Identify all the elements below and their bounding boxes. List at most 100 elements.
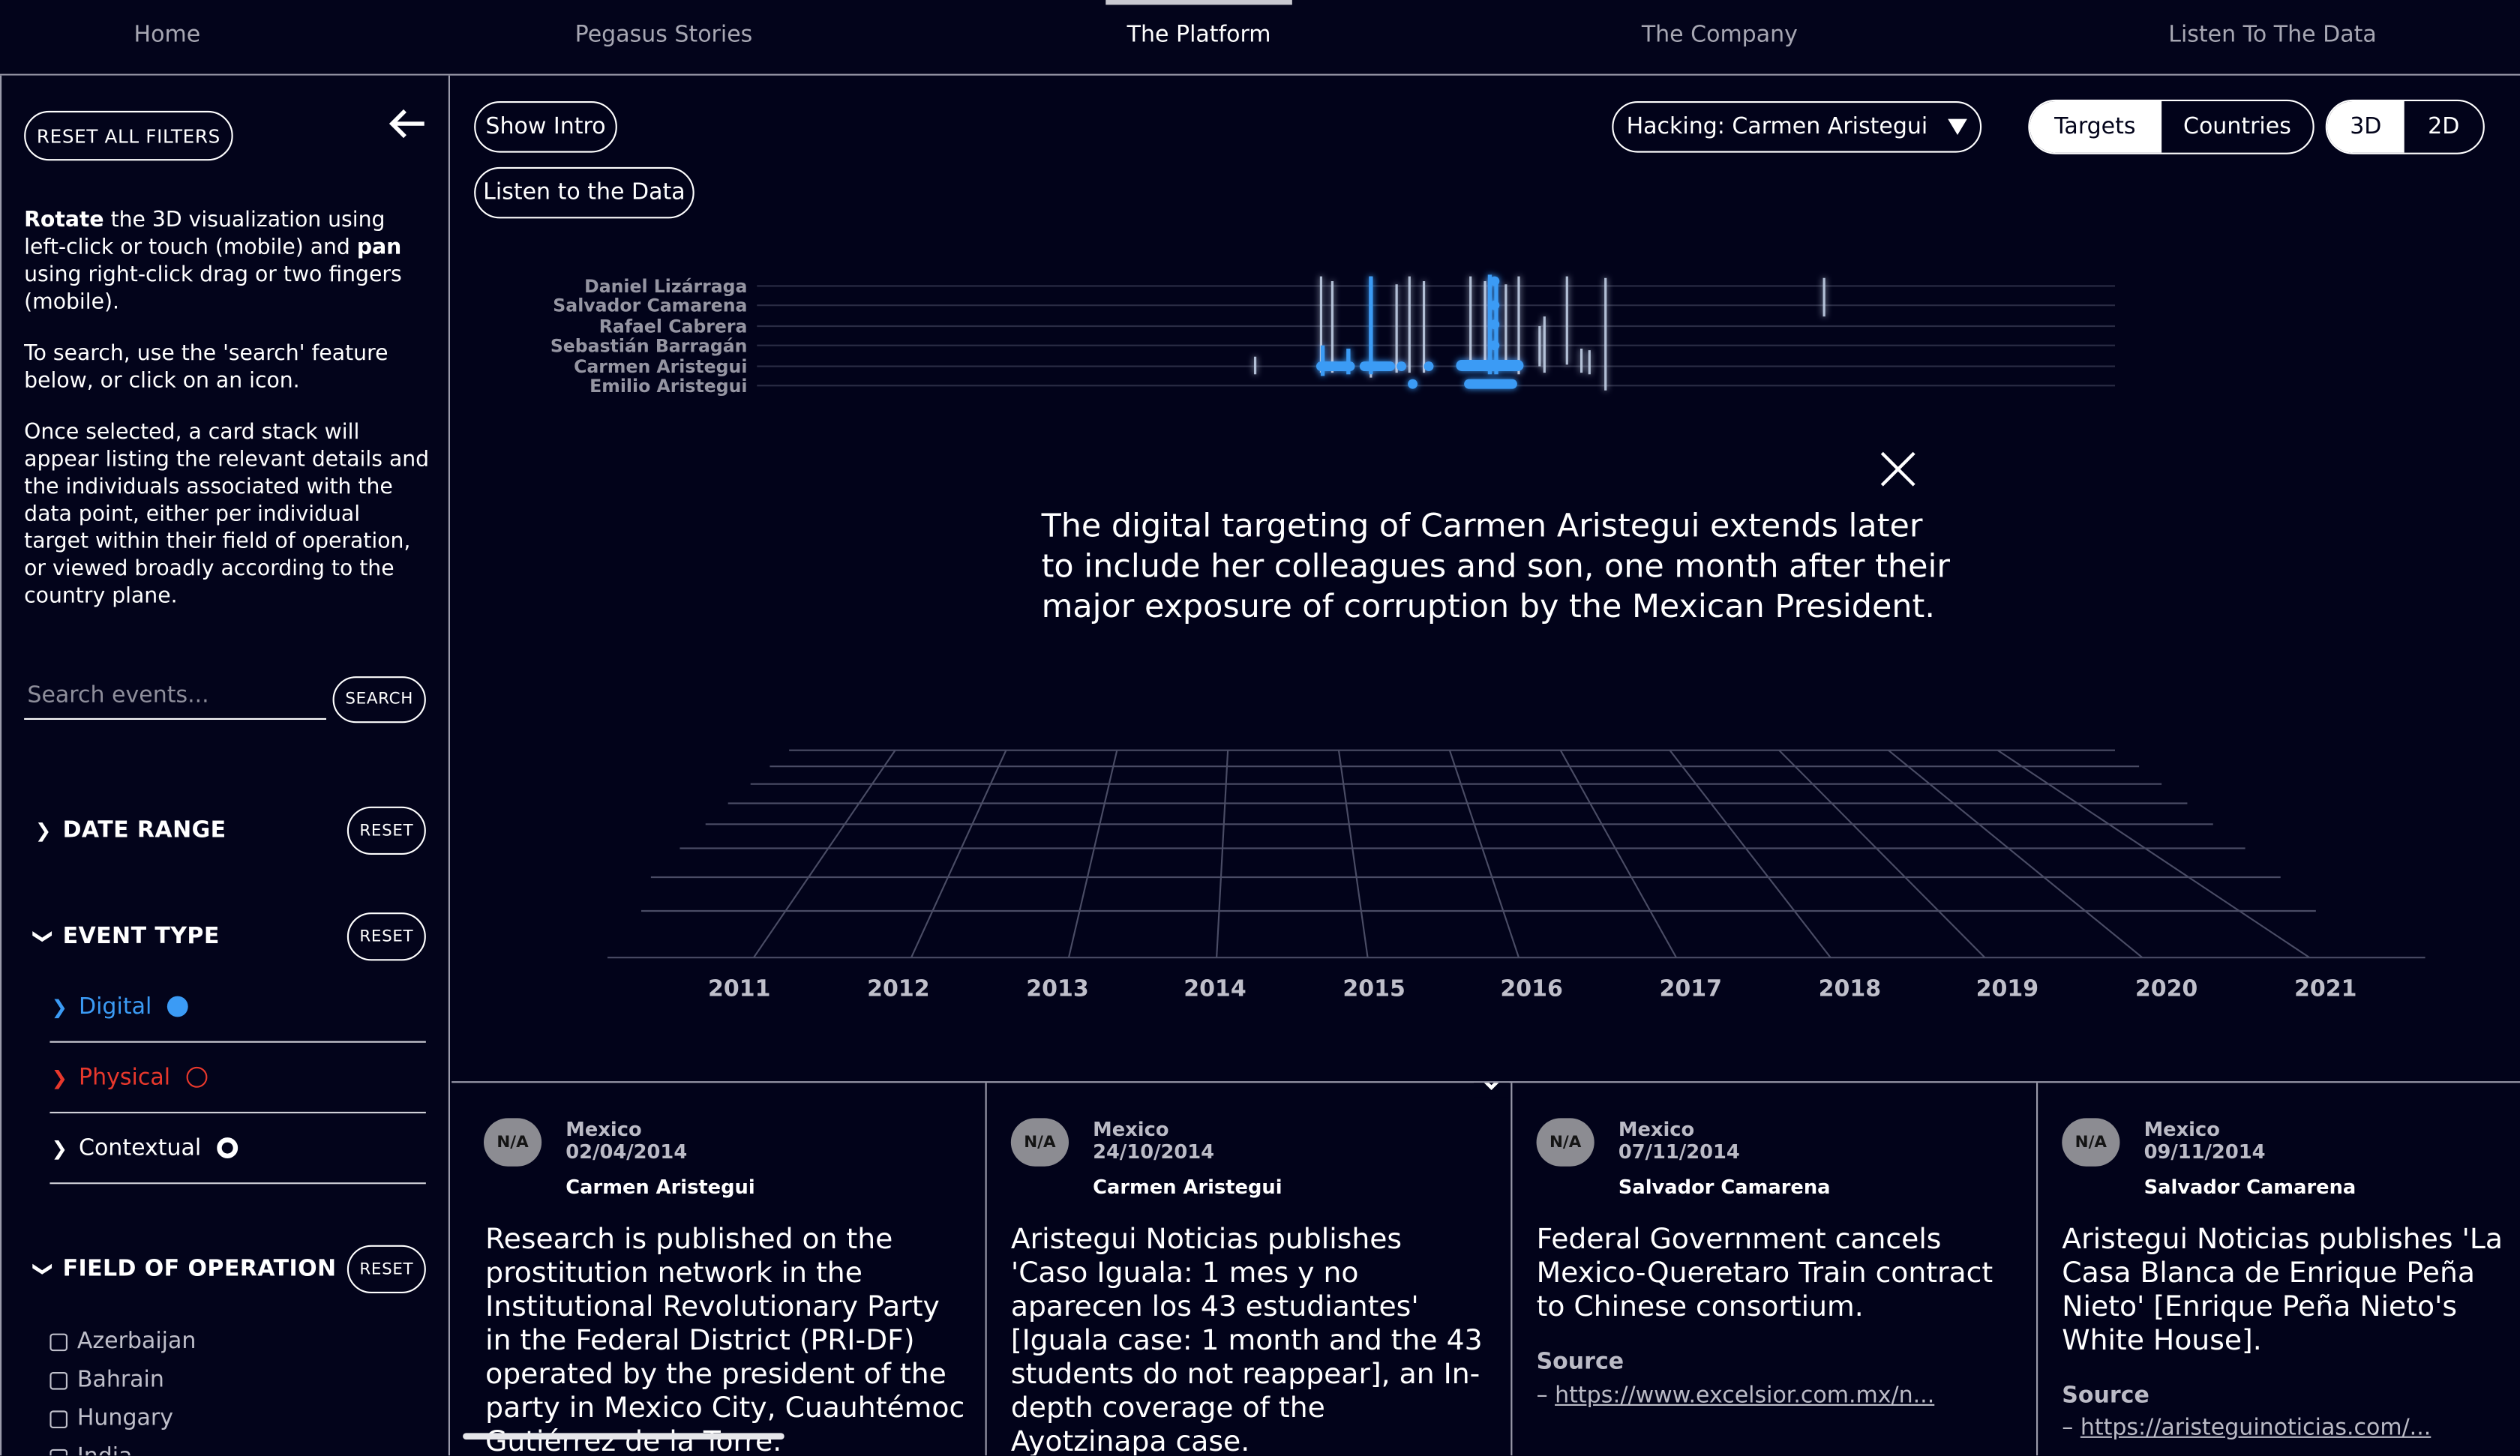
rotate-label: Rotate xyxy=(24,208,104,233)
target-name-list: Daniel Lizárraga Salvador Camarena Rafae… xyxy=(538,276,748,398)
card-description: Research is published on the prostitutio… xyxy=(485,1224,965,1456)
year-label: 2013 xyxy=(1026,976,1089,1002)
collapse-cards-button[interactable] xyxy=(1473,1083,1510,1098)
active-tab-indicator xyxy=(1106,0,1292,5)
date-range-reset-button[interactable]: RESET xyxy=(346,806,426,855)
visualization-area[interactable]: Show Intro Listen to the Data Hacking: C… xyxy=(452,76,2520,1081)
close-icon[interactable] xyxy=(1879,450,1917,488)
event-type-digital[interactable]: ❯ Digital xyxy=(50,972,426,1043)
na-badge: N/A xyxy=(2062,1118,2120,1167)
filter-sidebar: RESET ALL FILTERS Rotate the 3D visualiz… xyxy=(0,75,450,1456)
show-intro-button[interactable]: Show Intro xyxy=(474,101,617,153)
target-name[interactable]: Daniel Lizárraga xyxy=(584,276,748,298)
targets-toggle-button[interactable]: Targets xyxy=(2030,101,2161,153)
event-card[interactable]: N/A Mexico 07/11/2014 Salvador Camarena … xyxy=(1510,1083,2036,1456)
card-date: 09/11/2014 xyxy=(2144,1140,2266,1164)
target-name[interactable]: Salvador Camarena xyxy=(553,296,748,318)
event-type-contextual[interactable]: ❯ Contextual xyxy=(50,1113,426,1185)
checkbox-icon[interactable] xyxy=(50,1332,68,1351)
event-card[interactable]: N/A Mexico 02/04/2014 Carmen Aristegui R… xyxy=(452,1083,987,1455)
date-range-label: DATE RANGE xyxy=(62,817,226,843)
back-arrow-icon[interactable] xyxy=(387,108,425,140)
chevron-right-icon: ❯ xyxy=(51,1137,68,1160)
dimension-toggle[interactable]: 3D 2D xyxy=(2325,99,2485,154)
country-label: India xyxy=(77,1444,133,1455)
cards-scrollbar[interactable] xyxy=(463,1433,784,1440)
card-description: Aristegui Noticias publishes 'Caso Igual… xyxy=(1010,1224,1483,1456)
timeline-3d-canvas[interactable]: 2011 2012 2013 2014 2015 2016 2017 2018 … xyxy=(452,76,2520,1081)
dropdown-caret-icon xyxy=(1948,118,1967,135)
chevron-down-icon xyxy=(1484,1083,1499,1091)
nav-the-company[interactable]: The Company xyxy=(1641,22,1798,49)
country-checkbox-hungary[interactable]: Hungary xyxy=(50,1406,173,1431)
na-badge: N/A xyxy=(1010,1118,1069,1167)
event-type-header[interactable]: ❯ EVENT TYPE xyxy=(32,924,220,950)
year-label: 2016 xyxy=(1500,976,1563,1002)
card-source-link[interactable]: – https://www.excelsior.com.mx/n... xyxy=(1536,1383,1935,1410)
search-input[interactable] xyxy=(27,678,323,714)
card-person: Salvador Camarena xyxy=(2144,1176,2356,1199)
year-label: 2015 xyxy=(1342,976,1406,1002)
country-checkbox-bahrain[interactable]: Bahrain xyxy=(50,1368,164,1393)
event-card-stack[interactable]: N/A Mexico 02/04/2014 Carmen Aristegui R… xyxy=(452,1081,2520,1456)
nav-the-platform[interactable]: The Platform xyxy=(1126,22,1271,49)
card-source-label: Source xyxy=(1536,1350,1624,1376)
field-of-operation-header[interactable]: ❯ FIELD OF OPERATION xyxy=(32,1256,337,1282)
country-label: Bahrain xyxy=(76,1367,164,1393)
field-of-operation-reset-button[interactable]: RESET xyxy=(346,1245,426,1293)
card-country: Mexico xyxy=(1093,1118,1169,1141)
story-select[interactable]: Hacking: Carmen Aristegui xyxy=(1612,101,1982,153)
reset-all-filters-button[interactable]: RESET ALL FILTERS xyxy=(24,110,233,161)
year-label: 2012 xyxy=(867,976,930,1002)
event-type-label: EVENT TYPE xyxy=(62,924,220,950)
card-source-label: Source xyxy=(2062,1383,2150,1410)
na-badge: N/A xyxy=(1536,1118,1594,1167)
date-range-header[interactable]: ❯ DATE RANGE xyxy=(34,818,226,843)
listen-to-data-button[interactable]: Listen to the Data xyxy=(474,166,694,219)
nav-home[interactable]: Home xyxy=(134,22,201,49)
checkbox-icon[interactable] xyxy=(50,1448,68,1456)
year-label: 2017 xyxy=(1660,976,1723,1002)
target-name[interactable]: Carmen Aristegui xyxy=(574,355,748,377)
year-axis: 2011 2012 2013 2014 2015 2016 2017 2018 … xyxy=(708,976,2356,1002)
event-card[interactable]: N/A Mexico 24/10/2014 Carmen Aristegui A… xyxy=(985,1083,1511,1456)
story-select-value: Hacking: Carmen Aristegui xyxy=(1626,114,1928,140)
source-link-text[interactable]: https://www.excelsior.com.mx/n... xyxy=(1555,1383,1935,1410)
event-card[interactable]: N/A Mexico 09/11/2014 Salvador Camarena … xyxy=(2036,1083,2520,1456)
target-name[interactable]: Emilio Aristegui xyxy=(590,376,748,397)
country-checkbox-india[interactable]: India xyxy=(50,1444,133,1456)
country-checkbox-azerbaijan[interactable]: Azerbaijan xyxy=(50,1329,196,1354)
target-name[interactable]: Rafael Cabrera xyxy=(598,316,748,337)
checkbox-icon[interactable] xyxy=(50,1371,68,1389)
year-label: 2019 xyxy=(1976,976,2039,1002)
checkbox-icon[interactable] xyxy=(50,1410,68,1428)
target-name[interactable]: Sebastián Barragán xyxy=(550,336,748,358)
search-button[interactable]: SEARCH xyxy=(332,676,426,724)
card-source-link[interactable]: – https://aristeguinoticias.com/... xyxy=(2062,1415,2432,1442)
card-person: Salvador Camarena xyxy=(1618,1176,1831,1199)
card-country: Mexico xyxy=(2144,1118,2220,1141)
chevron-right-icon: ❯ xyxy=(34,819,52,842)
instructions-text: the 3D visualization using left-click or… xyxy=(24,208,386,261)
physical-circle-icon xyxy=(186,1066,208,1088)
nav-pegasus-stories[interactable]: Pegasus Stories xyxy=(574,22,753,49)
country-label: Azerbaijan xyxy=(76,1329,196,1355)
event-type-digital-label: Digital xyxy=(79,993,152,1020)
chevron-down-icon: ❯ xyxy=(32,1260,55,1278)
view-mode-toggle[interactable]: Targets Countries xyxy=(2028,99,2314,154)
instructions-text: using right-click drag or two fingers (m… xyxy=(24,263,402,315)
field-of-operation-label: FIELD OF OPERATION xyxy=(62,1256,337,1282)
source-link-text[interactable]: https://aristeguinoticias.com/... xyxy=(2080,1415,2432,1442)
timeline-grid xyxy=(607,749,2426,959)
country-label: Hungary xyxy=(76,1406,173,1432)
2d-toggle-button[interactable]: 2D xyxy=(2428,114,2460,140)
search-underline xyxy=(24,718,327,720)
countries-toggle-button[interactable]: Countries xyxy=(2160,101,2312,153)
3d-toggle-button[interactable]: 3D xyxy=(2326,101,2404,153)
nav-listen-to-the-data[interactable]: Listen To The Data xyxy=(2168,22,2377,49)
event-type-physical[interactable]: ❯ Physical xyxy=(50,1043,426,1113)
year-label: 2011 xyxy=(708,976,771,1002)
event-type-reset-button[interactable]: RESET xyxy=(346,912,426,961)
contextual-ring-icon xyxy=(217,1137,238,1158)
event-markers[interactable] xyxy=(1253,274,1826,391)
